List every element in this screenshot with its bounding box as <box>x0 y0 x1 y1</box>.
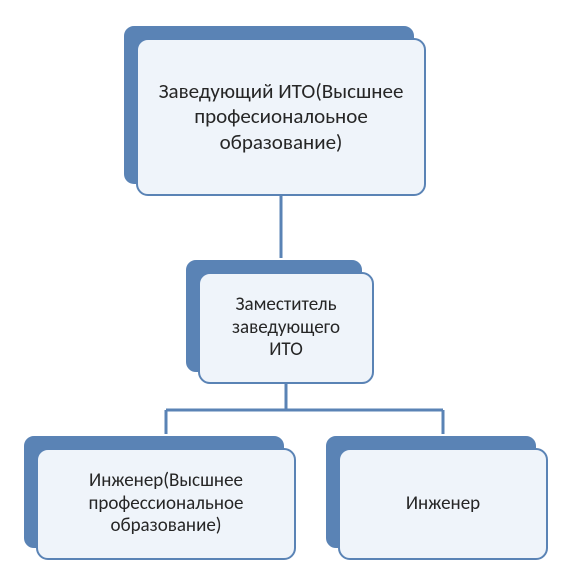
node-label: Заведующий ИТО(Высшнее професионалоьное … <box>152 79 410 155</box>
org-node: Заведующий ИТО(Высшнее професионалоьное … <box>122 24 426 196</box>
org-node: Заместитель заведующего ИТО <box>184 258 374 384</box>
node-front-plate: Инженер(Высшнее профессиональное образов… <box>36 448 296 560</box>
org-node: Инженер(Высшнее профессиональное образов… <box>22 434 296 560</box>
node-front-plate: Заведующий ИТО(Высшнее професионалоьное … <box>136 38 426 196</box>
org-node: Инженер <box>324 434 548 560</box>
org-chart: Заведующий ИТО(Высшнее професионалоьное … <box>0 0 570 578</box>
node-label: Инженер(Высшнее профессиональное образов… <box>52 470 280 538</box>
connector <box>166 384 443 434</box>
node-front-plate: Заместитель заведующего ИТО <box>198 272 374 384</box>
node-label: Инженер <box>406 493 480 516</box>
node-front-plate: Инженер <box>338 448 548 560</box>
node-label: Заместитель заведующего ИТО <box>214 294 358 362</box>
